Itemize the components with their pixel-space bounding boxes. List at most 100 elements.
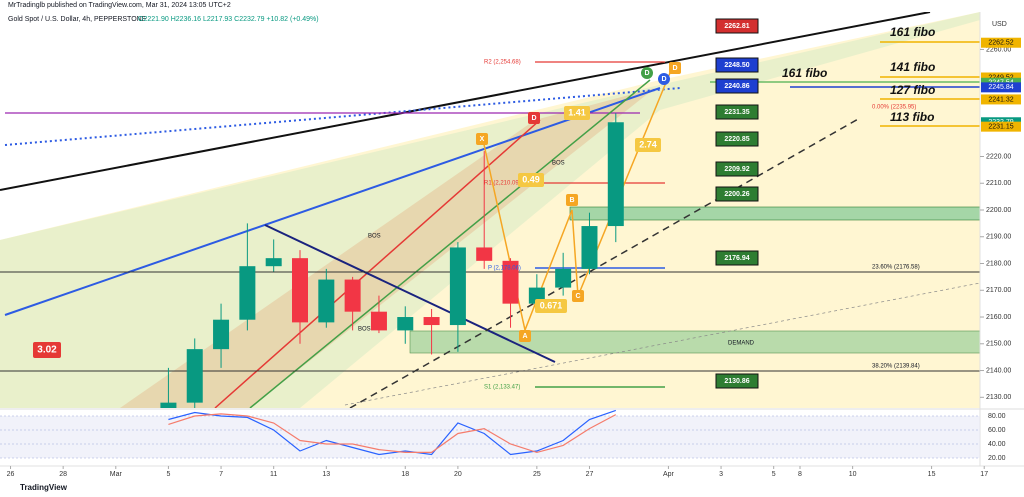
pattern-label: A: [522, 333, 527, 340]
zone: [569, 206, 980, 221]
trend-line: [4, 87, 661, 316]
pivot-label: P (2,178.06): [488, 266, 521, 272]
y-tick-label: 2210.00: [986, 180, 1011, 187]
candle-body: [555, 268, 572, 288]
price-badge-label: 2245.84: [988, 84, 1013, 91]
label-box: [33, 342, 61, 358]
price-badge: [981, 121, 1021, 132]
fan-area: [120, 88, 655, 408]
label-box: [669, 62, 681, 74]
price-box-label: 2220.85: [724, 136, 749, 143]
candle-body: [502, 260, 519, 304]
fibo-texts: 161 fibo 141 fibo 127 fibo 113 fibo 161 …: [782, 25, 935, 124]
x-tick-label: 18: [401, 471, 409, 478]
osc-tick-label: 40.00: [988, 441, 1006, 448]
symbol: Gold Spot / U.S. Dollar, 4h, PEPPERSTONE: [8, 16, 147, 23]
y-tick-label: 2130.00: [986, 394, 1011, 401]
pattern-label: D: [531, 115, 536, 122]
x-tick-label: 8: [798, 471, 802, 478]
price-badge: [981, 72, 1021, 83]
x-tick-label: 13: [322, 471, 330, 478]
fibo-text: 141 fibo: [890, 60, 935, 74]
pattern-label: D: [644, 70, 649, 77]
label-box: [658, 73, 670, 85]
x-tick-label: 15: [928, 471, 936, 478]
osc-tick-label: 60.00: [988, 427, 1006, 434]
price-badge: [981, 94, 1021, 105]
price-box: [715, 373, 759, 389]
brand: TradingView: [20, 483, 68, 492]
x-tick-label: 5: [772, 471, 776, 478]
pivot-label: S1 (2,133.47): [484, 385, 520, 391]
osc-tick-label: 20.00: [988, 455, 1006, 462]
osc-line: [168, 409, 616, 456]
osc-tick-label: 80.00: [988, 413, 1006, 420]
pattern-label: X: [480, 136, 485, 143]
price-box-label: 2262.81: [724, 23, 749, 30]
price-box: [715, 18, 759, 34]
x-tick-label: 11: [270, 471, 277, 478]
candle-body: [239, 266, 256, 320]
y-tick-label: 2200.00: [986, 207, 1011, 214]
y-tick-label: 2220.00: [986, 153, 1011, 160]
y-tick-label: 2180.00: [986, 260, 1011, 267]
pattern-labels: X A B C D D D D 3.02 1.41 0.49 2.74 0.67…: [33, 62, 681, 358]
label-box: [641, 67, 653, 79]
fib-label: 38.20% (2139.84): [872, 364, 920, 370]
bos-label: BOS: [358, 327, 371, 333]
x-tick-label: 5: [166, 471, 170, 478]
price-box-label: 2200.26: [724, 191, 749, 198]
candle-body: [423, 317, 440, 326]
x-tick-label: 25: [533, 471, 541, 478]
bos-label: BOS: [368, 234, 381, 240]
label-box: [518, 173, 544, 187]
candle-body: [213, 319, 230, 350]
price-badge-label: 2241.32: [988, 96, 1013, 103]
label-box: [635, 138, 661, 152]
label-box: [535, 299, 567, 313]
fib-label: 23.60% (2176.58): [872, 265, 920, 271]
price-box-label: 2176.94: [724, 255, 749, 262]
trend-line: [0, 12, 931, 191]
x-tick-label: Mar: [110, 471, 123, 478]
candle-body: [292, 258, 308, 323]
osc-line: [168, 413, 617, 454]
price-badge-label: 2262.52: [988, 40, 1013, 47]
x-tick-label: 7: [219, 471, 223, 478]
pattern-label: B: [569, 197, 574, 204]
x-tick-label: 3: [719, 471, 723, 478]
candle-body: [581, 226, 598, 269]
price-box-label: 2231.35: [724, 109, 749, 116]
label-box: [572, 290, 584, 302]
candle-body: [265, 258, 282, 267]
drawings: [0, 12, 980, 408]
price-box: [715, 104, 759, 120]
pivot-label: R2 (2,254.68): [484, 60, 521, 66]
price-box: [715, 131, 759, 147]
fibo-text: 113 fibo: [890, 110, 934, 124]
candle-body: [344, 279, 361, 312]
level-labels: 0.00% (2235.95) 23.60% (2176.58) 38.20% …: [358, 60, 920, 391]
pivot-label: R1 (2,210.09): [484, 181, 521, 187]
price-box: [715, 161, 759, 177]
fibo-text: 161 fibo: [782, 66, 827, 80]
y-tick-label: 2150.00: [986, 341, 1011, 348]
candle-body: [160, 402, 177, 408]
label-box: [519, 330, 531, 342]
bos-label: BOS: [552, 161, 565, 167]
label-box: [566, 194, 578, 206]
label-box: [476, 133, 488, 145]
demand-label: DEMAND: [728, 341, 755, 347]
trend-line: [214, 119, 541, 408]
price-badge-label: 2231.15: [988, 123, 1013, 130]
currency: USD: [992, 21, 1007, 28]
publisher: MrTradinglb published on TradingView.com…: [8, 2, 231, 9]
price-badge: [981, 37, 1021, 48]
candle-body: [397, 317, 414, 331]
label-box: [564, 106, 590, 120]
candle-body: [318, 279, 335, 323]
pattern-label: 0.49: [522, 174, 540, 184]
pattern-label: D: [661, 76, 666, 83]
x-tick-label: 26: [7, 471, 15, 478]
